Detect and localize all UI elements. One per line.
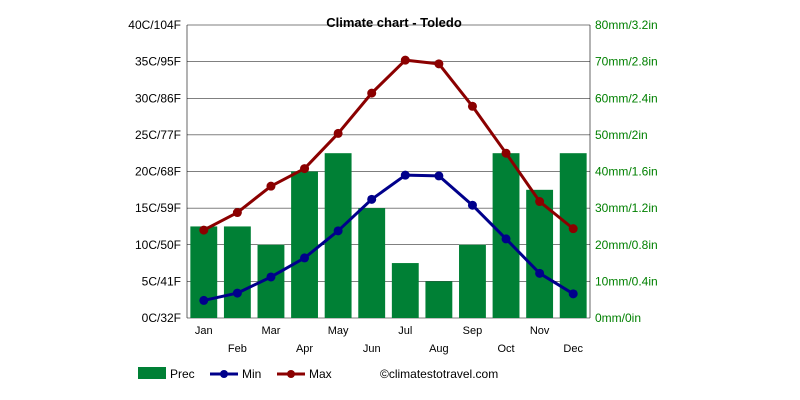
point-max bbox=[535, 197, 545, 207]
y-tick-label: 35C/95F bbox=[135, 55, 181, 69]
y2-tick-label: 60mm/2.4in bbox=[595, 91, 658, 105]
point-max bbox=[434, 59, 444, 69]
point-max bbox=[199, 225, 209, 235]
y-tick-label: 10C/50F bbox=[135, 238, 181, 252]
point-min bbox=[300, 253, 310, 263]
y-tick-label: 25C/77F bbox=[135, 128, 181, 142]
point-max bbox=[333, 128, 343, 138]
point-max bbox=[300, 164, 310, 174]
point-min bbox=[232, 288, 242, 298]
prec-bar bbox=[324, 153, 352, 318]
x-tick-label: Mar bbox=[261, 325, 280, 337]
y2-tick-label: 50mm/2in bbox=[595, 128, 648, 142]
y-tick-label: 5C/41F bbox=[142, 274, 181, 288]
point-max bbox=[232, 208, 242, 218]
prec-bar bbox=[459, 244, 486, 318]
x-tick-label: Aug bbox=[429, 343, 449, 355]
prec-bar bbox=[425, 281, 453, 318]
y2-tick-label: 20mm/0.8in bbox=[595, 238, 658, 252]
y2-tick-label: 0mm/0in bbox=[595, 311, 641, 325]
point-min bbox=[266, 272, 276, 282]
y2-tick-label: 40mm/1.6in bbox=[595, 165, 658, 179]
y-tick-label: 40C/104F bbox=[128, 18, 181, 32]
x-tick-label: Oct bbox=[497, 343, 514, 355]
legend-label-max: Max bbox=[309, 367, 332, 381]
point-min bbox=[367, 194, 377, 204]
point-min bbox=[434, 171, 444, 181]
x-tick-label: May bbox=[328, 325, 349, 337]
y-tick-label: 0C/32F bbox=[142, 311, 181, 325]
point-min bbox=[199, 295, 209, 305]
x-tick-label: Apr bbox=[296, 343, 313, 355]
x-tick-label: Dec bbox=[563, 343, 583, 355]
legend-label-prec: Prec bbox=[170, 367, 195, 381]
point-max bbox=[568, 224, 578, 234]
point-max bbox=[400, 55, 410, 65]
prec-bar bbox=[391, 263, 419, 318]
point-min bbox=[568, 289, 578, 299]
x-tick-label: Feb bbox=[228, 343, 247, 355]
point-max bbox=[501, 148, 511, 158]
prec-bar bbox=[358, 208, 386, 318]
legend-marker-min bbox=[220, 370, 228, 378]
point-max bbox=[367, 88, 377, 98]
x-tick-label: Jun bbox=[363, 343, 381, 355]
point-min bbox=[535, 268, 545, 278]
point-min bbox=[333, 226, 343, 236]
y2-tick-label: 80mm/3.2in bbox=[595, 18, 658, 32]
x-tick-label: Nov bbox=[530, 325, 550, 337]
y-tick-label: 20C/68F bbox=[135, 165, 181, 179]
x-tick-label: Jul bbox=[398, 325, 412, 337]
legend-label-min: Min bbox=[242, 367, 261, 381]
series-line-min bbox=[203, 173, 574, 302]
x-tick-label: Sep bbox=[463, 325, 483, 337]
y-tick-label: 15C/59F bbox=[135, 201, 181, 215]
y2-tick-label: 70mm/2.8in bbox=[595, 55, 658, 69]
chart-title: Climate chart - Toledo bbox=[326, 15, 462, 30]
point-max bbox=[467, 101, 477, 111]
point-min bbox=[400, 170, 410, 180]
point-max bbox=[266, 181, 276, 191]
credit-text: ©climatestotravel.com bbox=[380, 367, 498, 381]
y2-tick-label: 10mm/0.4in bbox=[595, 274, 658, 288]
legend-marker-max bbox=[287, 370, 295, 378]
prec-bar bbox=[291, 171, 318, 318]
prec-bar bbox=[526, 189, 554, 318]
point-min bbox=[501, 234, 511, 244]
point-min bbox=[467, 200, 477, 210]
y-tick-label: 30C/86F bbox=[135, 91, 181, 105]
y2-tick-label: 30mm/1.2in bbox=[595, 201, 658, 215]
legend-swatch-prec bbox=[138, 367, 166, 379]
x-tick-label: Jan bbox=[195, 325, 213, 337]
series-line-max bbox=[203, 58, 575, 232]
prec-bar bbox=[223, 226, 251, 318]
